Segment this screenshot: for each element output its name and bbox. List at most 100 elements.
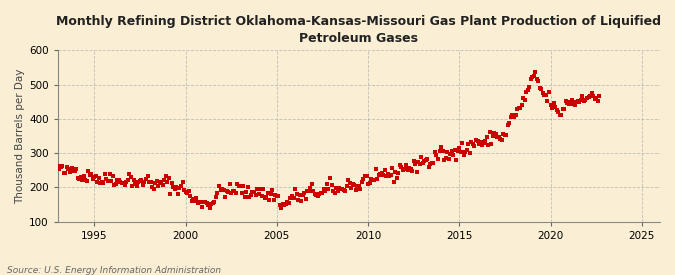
Point	[153, 184, 163, 188]
Point	[205, 206, 215, 211]
Point	[337, 187, 348, 191]
Point	[463, 142, 474, 146]
Point	[592, 98, 603, 103]
Point	[162, 180, 173, 184]
Point	[392, 176, 402, 181]
Point	[564, 102, 574, 106]
Point	[356, 180, 367, 184]
Point	[263, 190, 273, 195]
Point	[171, 185, 182, 189]
Point	[506, 115, 516, 120]
Point	[349, 183, 360, 187]
Point	[570, 103, 580, 107]
Point	[518, 95, 529, 100]
Point	[562, 101, 572, 105]
Point	[93, 176, 104, 180]
Point	[97, 180, 107, 184]
Point	[504, 121, 515, 125]
Point	[281, 202, 292, 207]
Point	[155, 179, 165, 184]
Point	[130, 182, 141, 186]
Point	[305, 186, 316, 191]
Point	[375, 172, 385, 176]
Point	[277, 201, 288, 206]
Point	[291, 192, 302, 196]
Point	[177, 180, 188, 184]
Point	[122, 178, 133, 182]
Point	[443, 156, 454, 161]
Point	[556, 113, 566, 118]
Point	[142, 174, 153, 179]
Point	[167, 181, 178, 186]
Point	[242, 185, 253, 189]
Point	[483, 143, 493, 148]
Point	[224, 182, 235, 187]
Point	[440, 155, 451, 160]
Point	[293, 198, 304, 202]
Point	[163, 175, 174, 180]
Point	[416, 155, 427, 160]
Point	[156, 180, 167, 185]
Point	[450, 148, 460, 153]
Point	[588, 94, 599, 98]
Point	[490, 132, 501, 136]
Point	[354, 184, 364, 188]
Point	[197, 205, 208, 209]
Point	[475, 140, 486, 144]
Point	[256, 194, 267, 198]
Point	[140, 177, 151, 181]
Point	[236, 191, 247, 195]
Point	[383, 172, 394, 176]
Point	[72, 176, 83, 180]
Point	[309, 192, 320, 196]
Point	[340, 188, 350, 193]
Point	[404, 166, 414, 170]
Point	[377, 171, 387, 175]
Point	[145, 180, 156, 184]
Point	[439, 158, 450, 163]
Point	[325, 175, 335, 180]
Point	[273, 194, 284, 198]
Point	[515, 106, 526, 110]
Point	[331, 186, 342, 191]
Point	[427, 161, 437, 166]
Point	[582, 95, 593, 100]
Point	[577, 94, 588, 98]
Point	[389, 180, 400, 184]
Point	[378, 173, 389, 177]
Point	[115, 180, 126, 184]
Point	[194, 200, 205, 204]
Point	[230, 191, 241, 196]
Point	[410, 162, 421, 167]
Point	[103, 179, 113, 183]
Point	[71, 167, 82, 171]
Point	[558, 107, 568, 111]
Point	[259, 196, 270, 200]
Point	[524, 84, 535, 89]
Point	[594, 94, 605, 98]
Point	[261, 194, 271, 199]
Point	[531, 77, 542, 81]
Point	[235, 184, 246, 188]
Point	[183, 189, 194, 193]
Point	[57, 164, 68, 168]
Point	[457, 141, 468, 145]
Point	[296, 199, 306, 203]
Point	[294, 192, 305, 197]
Point	[132, 184, 142, 188]
Point	[470, 138, 481, 142]
Point	[501, 133, 512, 137]
Point	[104, 172, 115, 176]
Point	[92, 180, 103, 184]
Point	[441, 150, 452, 154]
Point	[333, 186, 344, 191]
Point	[343, 178, 354, 183]
Point	[179, 188, 190, 192]
Point	[215, 188, 226, 192]
Point	[80, 178, 90, 182]
Point	[186, 199, 197, 203]
Point	[302, 189, 313, 193]
Point	[55, 165, 66, 170]
Point	[213, 184, 224, 188]
Point	[69, 168, 80, 173]
